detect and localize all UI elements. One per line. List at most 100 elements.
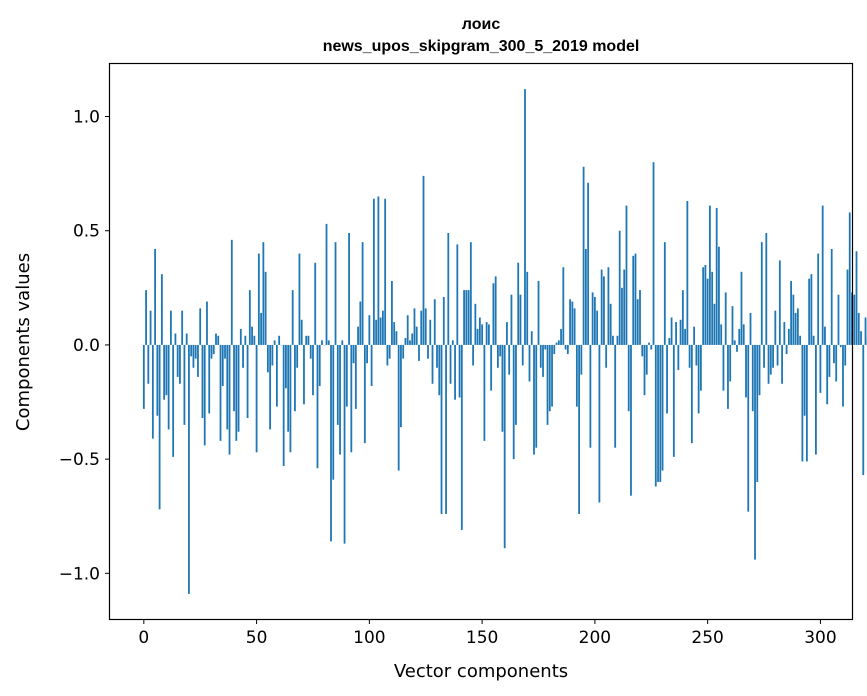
bar	[445, 344, 447, 514]
bar	[289, 344, 292, 453]
y-tick-label: −1.0	[59, 564, 100, 584]
bar	[650, 344, 653, 350]
bar	[769, 344, 772, 375]
bar	[724, 292, 727, 345]
bar	[172, 344, 175, 457]
bar	[305, 335, 308, 345]
bar	[654, 344, 657, 487]
bar	[418, 344, 420, 361]
bar	[607, 267, 610, 345]
bar	[830, 249, 833, 345]
bar	[862, 344, 865, 476]
bar	[774, 310, 777, 345]
bar	[158, 344, 161, 510]
bar	[641, 344, 644, 357]
bar	[612, 335, 614, 345]
bar	[497, 344, 499, 368]
bar	[395, 331, 398, 345]
bar	[675, 322, 677, 345]
bar	[285, 344, 287, 389]
bar	[736, 344, 738, 352]
bar	[492, 283, 495, 345]
bar	[181, 310, 184, 345]
bar	[142, 344, 145, 409]
bar	[463, 290, 465, 345]
bar	[253, 335, 256, 345]
bar	[257, 253, 260, 345]
bar	[330, 344, 332, 542]
bar	[767, 344, 770, 384]
bar	[697, 344, 700, 414]
bar	[145, 290, 147, 345]
bar	[312, 344, 314, 396]
bar	[657, 344, 659, 482]
bar	[580, 344, 583, 375]
bar	[551, 344, 553, 407]
bar	[379, 317, 382, 345]
bar	[411, 333, 414, 345]
bar	[776, 344, 779, 366]
bar	[815, 344, 817, 455]
bar	[427, 344, 429, 359]
bar	[571, 301, 574, 345]
bar	[546, 344, 549, 425]
bar	[469, 242, 472, 345]
bar	[727, 344, 729, 409]
bar	[438, 344, 441, 396]
bar	[188, 344, 190, 594]
x-tick-label: 300	[804, 628, 836, 648]
bar	[194, 344, 197, 359]
bar	[483, 344, 486, 441]
bar	[666, 344, 668, 414]
bar	[156, 344, 159, 416]
plot-frame	[108, 62, 854, 621]
bar	[397, 344, 400, 471]
bar	[291, 290, 294, 345]
bar	[742, 324, 745, 345]
bar	[282, 344, 285, 466]
bar	[429, 319, 432, 345]
bar	[718, 246, 720, 345]
bar	[526, 271, 529, 345]
bar	[562, 267, 565, 345]
bar	[298, 253, 301, 345]
bar	[625, 205, 628, 345]
bar	[781, 344, 783, 384]
bar	[560, 328, 562, 345]
bar	[842, 344, 844, 407]
x-tick-label: 200	[579, 628, 611, 648]
bar	[677, 344, 680, 371]
bar	[251, 326, 253, 345]
bar	[808, 278, 811, 345]
bar	[368, 315, 371, 345]
bar	[375, 319, 378, 345]
bar	[754, 344, 756, 560]
bar	[456, 244, 459, 345]
bar	[582, 166, 585, 345]
bar	[233, 344, 235, 412]
bar	[255, 344, 258, 453]
bar	[203, 344, 206, 446]
bar	[643, 344, 646, 396]
bar	[242, 344, 244, 368]
bar	[817, 253, 820, 345]
bar	[745, 344, 747, 398]
bar	[722, 344, 725, 391]
bar	[343, 344, 346, 544]
bar	[494, 276, 497, 345]
bar	[618, 230, 621, 345]
bar	[413, 308, 416, 345]
bar	[422, 175, 425, 345]
bar	[273, 340, 276, 345]
bar	[192, 344, 195, 368]
bar	[515, 344, 517, 425]
bar	[431, 344, 434, 384]
bar	[345, 344, 348, 407]
bar	[465, 290, 468, 345]
y-tick-label: 0.0	[73, 336, 100, 356]
bar	[391, 280, 393, 345]
chart-title: лоис	[462, 16, 501, 33]
bar	[684, 328, 686, 345]
bar	[199, 308, 202, 345]
bar	[634, 253, 637, 345]
